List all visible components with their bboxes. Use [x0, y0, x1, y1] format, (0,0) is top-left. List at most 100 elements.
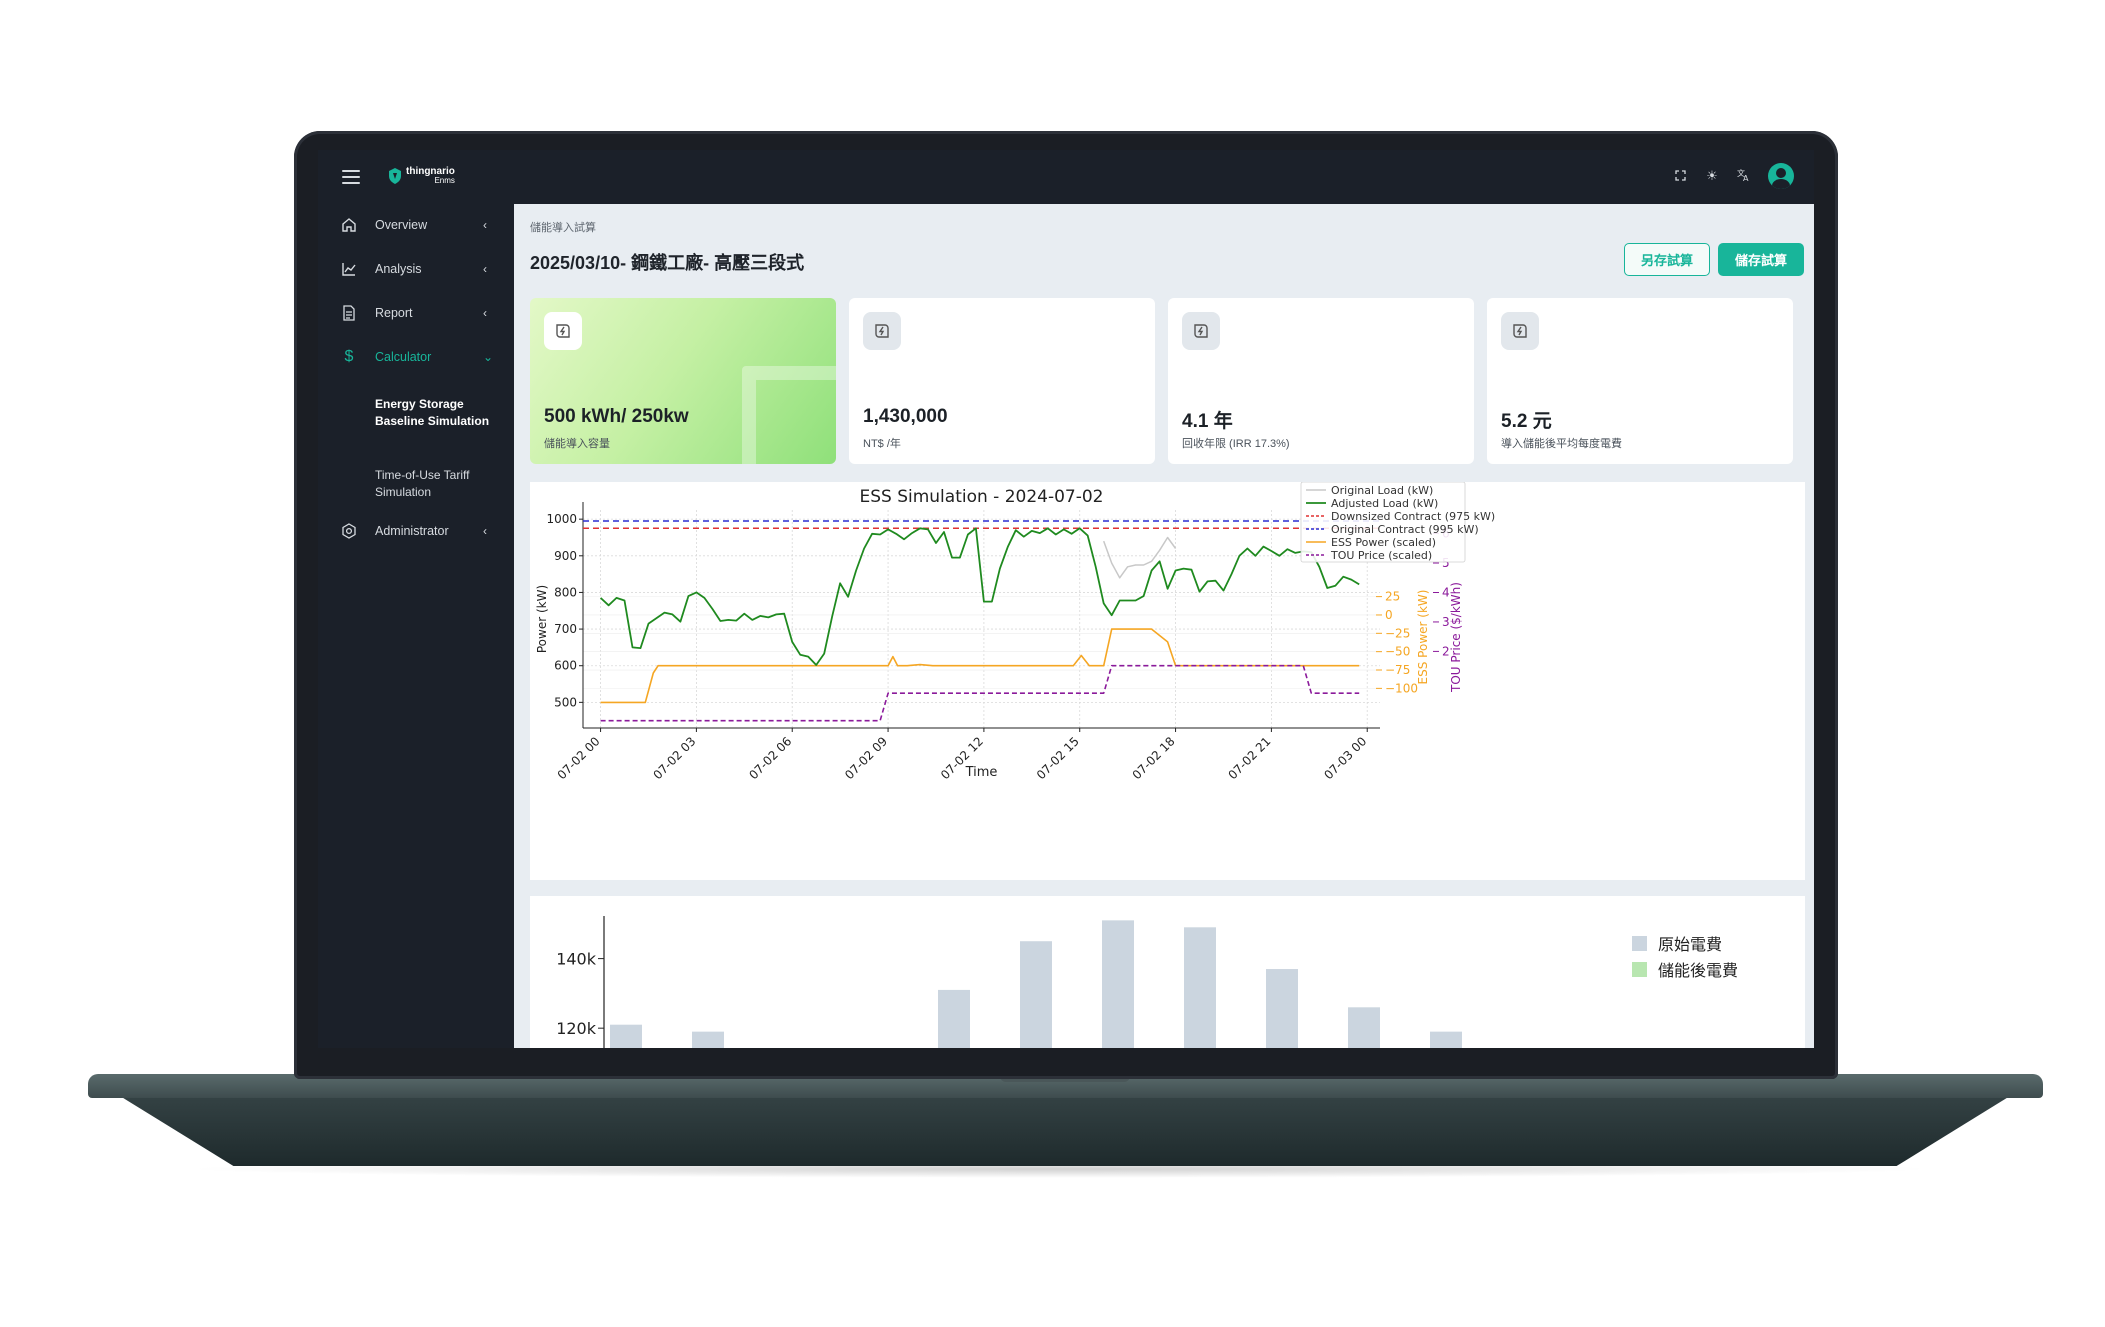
bar — [1430, 1031, 1462, 1048]
ess-simulation-chart: 500 600 700 800 900 1000 07-02 00 07-02 03 07-02… — [535, 481, 1495, 782]
series-line — [600, 628, 1360, 704]
sidebar-subitem-energy-storage[interactable]: Energy Storage Baseline Simulation — [375, 397, 490, 428]
legend-label: 儲能後電費 — [1658, 961, 1738, 980]
sidebar-item-calculator[interactable]: $ Calculator ⌄ — [318, 340, 514, 374]
page-title: 2025/03/10- 鋼鐵工廠- 高壓三段式 — [530, 253, 805, 273]
app-logo[interactable]: thingnario Enms — [388, 167, 455, 185]
y-tick-label: 900 — [554, 549, 577, 563]
logo-sub: Enms — [434, 176, 455, 185]
laptop-notch — [1000, 1076, 1130, 1082]
legend-label: Adjusted Load (kW) — [1331, 497, 1438, 510]
x-tick-label: 07-02 15 — [1034, 734, 1082, 782]
kpi-value: 4.1 年 — [1182, 411, 1233, 432]
save-button[interactable]: 儲存試算 — [1718, 243, 1804, 276]
ess-tick-label: −25 — [1385, 626, 1410, 640]
legend-swatch — [1632, 962, 1647, 977]
y-tick-label: 500 — [554, 695, 577, 709]
laptop-base — [120, 1096, 2010, 1166]
tou-axis-title: TOU Price ($/kWh) — [1449, 582, 1463, 693]
x-tick-label: 07-02 09 — [842, 734, 890, 782]
card-decoration — [742, 366, 836, 464]
y-axis-title: Power (kW) — [535, 585, 549, 653]
svg-text:文: 文 — [1737, 168, 1745, 178]
chevron-left-icon: ‹ — [483, 218, 487, 232]
chart-line-icon — [340, 260, 358, 278]
chart-legend: Original Load (kW)Adjusted Load (kW)Down… — [1300, 481, 1495, 563]
y-tick-label: 600 — [554, 659, 577, 673]
sidebar-item-overview[interactable]: Overview ‹ — [318, 208, 514, 242]
menu-icon[interactable] — [342, 170, 360, 184]
legend-label: Original Contract (995 kW) — [1331, 523, 1479, 536]
x-tick-label: 07-02 21 — [1225, 734, 1273, 782]
breadcrumb[interactable]: 儲能導入試算 — [530, 222, 596, 234]
chevron-left-icon: ‹ — [483, 524, 487, 538]
energy-icon — [1182, 312, 1220, 350]
kpi-card-capacity: 500 kWh/ 250kw 儲能導入容量 — [530, 298, 836, 464]
dollar-icon: $ — [344, 348, 354, 365]
series-line — [1102, 536, 1177, 579]
bar — [1348, 1007, 1380, 1048]
kpi-label: 導入儲能後平均每度電費 — [1501, 438, 1622, 450]
document-icon — [340, 304, 358, 322]
x-tick-label: 07-03 00 — [1321, 734, 1369, 782]
chevron-left-icon: ‹ — [483, 306, 487, 320]
kpi-card-unit-cost: 5.2 元 導入儲能後平均每度電費 — [1487, 298, 1793, 464]
series-line — [600, 664, 1360, 722]
x-tick-label: 07-02 03 — [650, 734, 698, 782]
account-icon[interactable] — [1768, 163, 1794, 189]
tou-tick-label: 4 — [1442, 585, 1450, 599]
legend-label: Downsized Contract (975 kW) — [1331, 510, 1495, 523]
svg-text:A: A — [1743, 174, 1749, 181]
ess-chart-panel: 500 600 700 800 900 1000 07-02 00 07-02 03 07-02… — [530, 481, 1805, 880]
bar — [1184, 927, 1216, 1048]
sidebar-subitem-tou-tariff[interactable]: Time-of-Use Tariff Simulation — [375, 468, 470, 499]
bar — [1266, 969, 1298, 1048]
series-line — [599, 527, 1360, 666]
ess-tick-label: 25 — [1385, 590, 1400, 604]
chevron-left-icon: ‹ — [483, 262, 487, 276]
sidebar-item-administrator[interactable]: Administrator ‹ — [318, 514, 514, 548]
kpi-value: 500 kWh/ 250kw — [544, 406, 689, 427]
y-tick-label: 800 — [554, 585, 577, 599]
x-tick-label: 07-02 00 — [555, 734, 603, 782]
home-icon — [340, 216, 358, 234]
kpi-value: 1,430,000 — [863, 406, 948, 427]
sidebar-item-label: Administrator — [375, 524, 449, 538]
sidebar-item-analysis[interactable]: Analysis ‹ — [318, 252, 514, 286]
logo-text: thingnario Enms — [406, 166, 455, 186]
save-as-button[interactable]: 另存試算 — [1624, 243, 1710, 276]
bar — [1102, 920, 1134, 1048]
legend-swatch — [1632, 936, 1647, 951]
x-tick-label: 07-02 06 — [746, 734, 794, 782]
kpi-label: NT$ /年 — [863, 438, 901, 450]
ess-tick-label: −100 — [1385, 681, 1418, 695]
energy-icon — [544, 312, 582, 350]
legend-label: TOU Price (scaled) — [1330, 549, 1432, 562]
kpi-card-savings: 1,430,000 NT$ /年 — [849, 298, 1155, 464]
bar — [938, 989, 970, 1048]
ess-axis-title: ESS Power (kW) — [1416, 590, 1430, 685]
kpi-card-payback: 4.1 年 回收年限 (IRR 17.3%) — [1168, 298, 1474, 464]
bar — [1020, 941, 1052, 1048]
legend-label: ESS Power (scaled) — [1331, 536, 1436, 549]
sidebar-item-report[interactable]: Report ‹ — [318, 296, 514, 330]
bar — [610, 1024, 642, 1048]
legend-label: Original Load (kW) — [1331, 484, 1433, 497]
legend-frame — [1300, 481, 1466, 563]
fullscreen-icon[interactable] — [1672, 169, 1688, 184]
tou-tick-label: 2 — [1442, 644, 1450, 658]
cost-chart-panel: 140k 120k 原始電費 儲能後電費 — [530, 896, 1805, 1048]
kpi-value: 5.2 元 — [1501, 411, 1552, 432]
sidebar: Overview ‹ Analysis ‹ Report ‹ $ Calcula… — [318, 204, 514, 1048]
ess-tick-label: −75 — [1385, 663, 1410, 677]
sun-icon[interactable]: ☀ — [1706, 168, 1718, 183]
logo-name: thingnario — [406, 166, 455, 177]
bar-y-tick-label: 120k — [556, 1019, 597, 1038]
energy-icon — [863, 312, 901, 350]
